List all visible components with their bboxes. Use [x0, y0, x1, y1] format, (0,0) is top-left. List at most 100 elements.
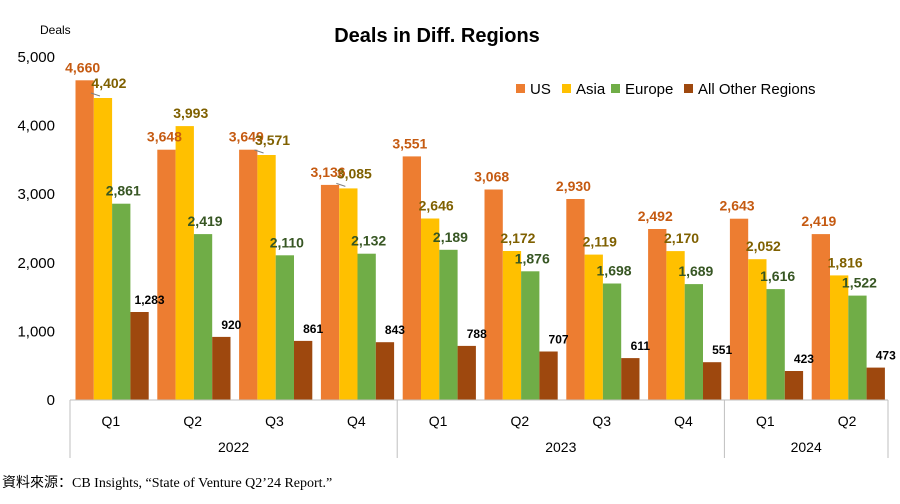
bar-us	[239, 149, 258, 400]
data-labels: 4,660 3,648 3,649 3,136 3,551 3,068 2,930 2,492…	[65, 59, 896, 366]
x-tick-label: Q4	[347, 413, 366, 429]
bar-all-other-regions	[130, 312, 149, 400]
bar-all-other-regions	[621, 358, 640, 400]
data-label: 3,649	[229, 129, 264, 145]
bar-us	[157, 149, 176, 400]
bar-asia	[257, 155, 276, 400]
bar-asia	[830, 275, 849, 400]
bar-all-other-regions	[375, 342, 395, 400]
bar-all-other-regions	[866, 367, 885, 400]
data-label: 2,646	[419, 197, 454, 213]
data-label: 843	[385, 323, 405, 337]
legend-label: US	[530, 81, 551, 98]
data-label: 788	[467, 327, 487, 341]
bar-europe	[112, 203, 131, 400]
data-label: 473	[876, 349, 896, 363]
data-label: 4,660	[65, 59, 100, 75]
bar-europe	[848, 295, 867, 400]
data-label: 1,689	[678, 263, 713, 279]
data-label: 3,068	[474, 169, 509, 185]
x-tick-label: Q1	[756, 413, 775, 429]
data-label: 2,189	[433, 229, 468, 245]
chart-title: Deals in Diff. Regions	[334, 25, 540, 47]
data-label-leader	[90, 92, 101, 97]
data-label: 2,643	[720, 198, 755, 214]
bar-asia	[748, 259, 767, 400]
bar-europe	[193, 234, 213, 400]
bar-europe	[521, 271, 540, 400]
source-note: 資料來源：CB Insights, “State of Venture Q2’2…	[2, 476, 333, 491]
legend-swatch	[516, 84, 525, 93]
bar-europe	[684, 284, 703, 400]
data-label: 3,551	[392, 135, 427, 151]
x-group-label: 2023	[545, 439, 576, 455]
data-label: 4,402	[91, 75, 126, 91]
data-label: 2,861	[106, 183, 141, 199]
data-label: 3,648	[147, 129, 182, 145]
legend-swatch	[562, 84, 571, 93]
x-tick-label: Q1	[429, 413, 448, 429]
data-label: 2,419	[188, 213, 223, 229]
data-label: 2,110	[270, 234, 304, 250]
data-label: 2,052	[746, 238, 781, 254]
data-label: 1,876	[515, 250, 550, 266]
bar-all-other-regions	[212, 336, 231, 400]
x-axis: Q1 Q2 Q3 Q4 Q1 Q2 Q3 Q4 Q1 Q2 2022 2023 2024	[69, 399, 889, 458]
data-label: 1,283	[135, 293, 165, 307]
y-tick-label: 1,000	[17, 323, 55, 340]
data-label: 3,085	[337, 165, 372, 181]
data-label: 3,136	[311, 164, 346, 180]
data-label-leader	[254, 149, 264, 154]
data-label: 1,698	[597, 263, 632, 279]
x-tick-label: Q3	[265, 413, 284, 429]
bars	[75, 80, 885, 401]
data-label: 2,492	[638, 208, 673, 224]
data-label: 3,571	[255, 132, 290, 148]
bar-asia	[339, 188, 358, 400]
y-axis-ticks: 0 1,000 2,000 3,000 4,000 5,000	[17, 49, 55, 409]
bar-asia	[93, 98, 113, 400]
bar-europe	[275, 255, 294, 400]
bar-europe	[766, 289, 785, 400]
data-label: 861	[303, 322, 323, 336]
bar-europe	[602, 283, 622, 400]
bar-europe	[439, 249, 458, 400]
x-tick-label: Q4	[674, 413, 693, 429]
legend-label: Asia	[576, 81, 606, 98]
bar-asia	[502, 251, 522, 400]
bar-us	[648, 229, 667, 400]
bar-us	[75, 80, 94, 401]
legend: US Asia Europe All Other Regions	[516, 81, 816, 98]
bar-us	[402, 156, 421, 400]
bar-us	[811, 234, 830, 400]
x-tick-label: Q3	[592, 413, 611, 429]
legend-label: Europe	[625, 81, 673, 98]
bar-asia	[175, 126, 194, 400]
y-axis-unit-label: Deals	[40, 23, 71, 37]
x-tick-label: Q2	[183, 413, 202, 429]
data-label: 2,419	[801, 213, 836, 229]
data-label: 611	[631, 339, 651, 353]
bar-asia	[584, 254, 603, 400]
bar-us	[729, 218, 749, 400]
bar-us	[320, 184, 340, 400]
bar-all-other-regions	[784, 371, 804, 400]
y-tick-label: 4,000	[17, 118, 55, 135]
data-label: 3,993	[173, 105, 208, 121]
data-label: 2,119	[583, 234, 617, 250]
x-tick-label: Q2	[838, 413, 857, 429]
data-label: 2,930	[556, 178, 591, 194]
legend-swatch	[684, 84, 693, 93]
data-label: 423	[794, 352, 814, 366]
data-label-leader	[336, 182, 346, 187]
data-label: 551	[712, 343, 732, 357]
data-label: 1,616	[760, 268, 795, 284]
x-tick-label: Q1	[102, 413, 121, 429]
y-tick-label: 0	[47, 392, 55, 409]
bar-us	[566, 199, 585, 400]
data-label: 1,816	[828, 254, 863, 270]
bar-us	[484, 189, 503, 400]
bar-all-other-regions	[457, 345, 476, 400]
bar-all-other-regions	[294, 340, 313, 400]
legend-label: All Other Regions	[698, 81, 816, 98]
